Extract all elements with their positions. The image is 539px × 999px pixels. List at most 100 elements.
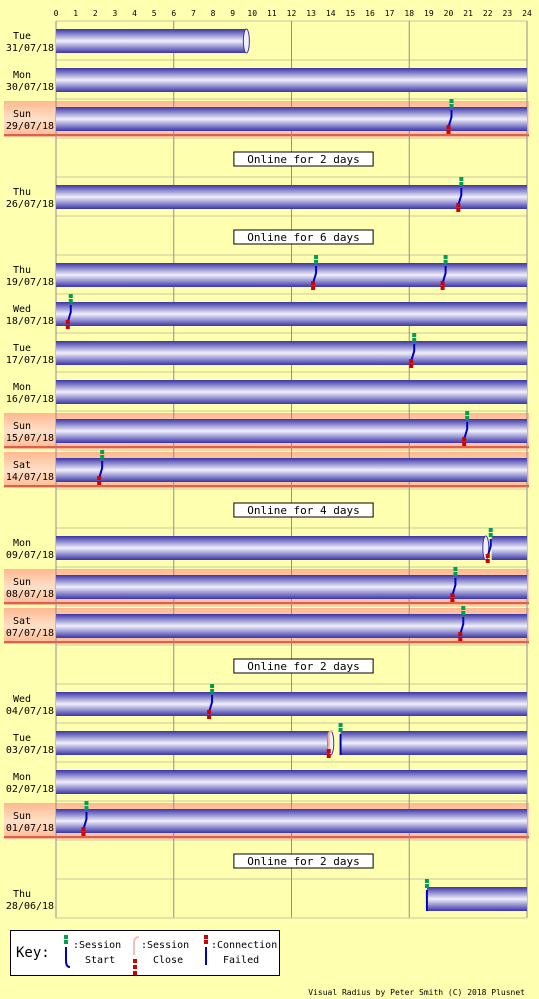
online-bar [56, 263, 527, 287]
x-tick-label: 0 [54, 9, 59, 18]
failed-connection-line [98, 461, 104, 479]
online-bar [56, 107, 527, 131]
row-day-label: Tue [13, 31, 31, 42]
session-close-marker [440, 286, 445, 290]
failed-connection-line [312, 266, 318, 284]
x-tick-label: 6 [171, 9, 176, 18]
row-date-label: 04/07/18 [6, 706, 54, 717]
legend-session-start-label-2: Start [85, 955, 116, 966]
x-tick-label: 21 [463, 9, 473, 18]
session-close-marker [97, 481, 102, 485]
session-close-marker [485, 559, 490, 563]
session-start-marker [465, 411, 470, 415]
failed-connection-line [82, 812, 88, 830]
online-bar [56, 380, 527, 404]
connection-failed-icon [204, 935, 208, 965]
online-bar [56, 692, 527, 716]
x-tick-label: 11 [267, 9, 277, 18]
session-close-marker [456, 208, 461, 212]
session-close-marker [462, 437, 467, 441]
online-duration-label: Online for 2 days [247, 855, 360, 868]
row-date-label: 03/07/18 [6, 745, 54, 756]
failed-connection-line [486, 539, 492, 557]
row-date-label: 28/06/18 [6, 901, 54, 912]
x-tick-label: 18 [404, 9, 414, 18]
online-bar [491, 536, 527, 560]
row-day-label: Sun [13, 421, 31, 432]
session-start-icon [64, 935, 71, 968]
row-day-label: Sun [13, 577, 31, 588]
row-date-label: 01/07/18 [6, 823, 54, 834]
online-bar [56, 341, 527, 365]
session-start-marker [461, 611, 466, 615]
x-tick-label: 12 [287, 9, 297, 18]
row-date-label: 08/07/18 [6, 589, 54, 600]
session-start-marker [459, 182, 464, 186]
row-date-label: 09/07/18 [6, 550, 54, 561]
online-bar [56, 614, 527, 638]
online-bar [56, 731, 331, 755]
session-close-marker [207, 710, 212, 714]
row-day-label: Thu [13, 187, 31, 198]
x-tick-label: 2 [93, 9, 98, 18]
failed-connection-line [451, 578, 457, 596]
session-start-marker [314, 260, 319, 264]
x-tick-label: 22 [483, 9, 493, 18]
failed-connection-line [457, 188, 463, 206]
session-close-marker [65, 320, 70, 324]
session-close-marker [65, 325, 70, 329]
online-bar [56, 458, 527, 482]
online-bar [56, 29, 247, 53]
session-close-marker [440, 281, 445, 285]
row-date-label: 07/07/18 [6, 628, 54, 639]
x-tick-label: 24 [522, 9, 532, 18]
session-start-marker [412, 338, 417, 342]
x-tick-label: 3 [112, 9, 117, 18]
session-start-marker [488, 533, 493, 537]
x-tick-label: 5 [152, 9, 157, 18]
session-close-marker [97, 476, 102, 480]
session-close-marker [326, 749, 331, 753]
session-start-marker [453, 567, 458, 571]
online-bar [56, 302, 527, 326]
x-tick-label: 8 [211, 9, 216, 18]
online-duration-label: Online for 2 days [247, 153, 360, 166]
row-day-label: Wed [13, 694, 31, 705]
row-day-label: Mon [13, 70, 31, 81]
session-start-marker [68, 299, 73, 303]
failed-connection-line [447, 110, 453, 128]
legend: Key: :Session Start :Session Close :Conn… [10, 930, 280, 976]
row-date-label: 19/07/18 [6, 277, 54, 288]
session-start-marker [443, 260, 448, 264]
online-bar [426, 887, 527, 911]
bar-end-cap [242, 28, 250, 54]
session-close-marker [409, 359, 414, 363]
row-date-label: 18/07/18 [6, 316, 54, 327]
session-start-marker [210, 684, 215, 688]
session-close-marker [207, 715, 212, 719]
session-close-line [327, 730, 333, 749]
online-bar [340, 731, 527, 755]
legend-connection-failed-label-1: :Connection [211, 940, 278, 951]
legend-title: Key: [16, 945, 50, 961]
session-close-marker [81, 832, 86, 836]
x-tick-label: 10 [247, 9, 257, 18]
online-bar [56, 770, 527, 794]
session-start-marker [449, 104, 454, 108]
online-bar [56, 809, 527, 833]
row-day-label: Tue [13, 343, 31, 354]
online-bar [56, 575, 527, 599]
online-bar [56, 68, 527, 92]
failed-connection-line [463, 422, 469, 440]
row-day-label: Tue [13, 733, 31, 744]
failed-connection-line [410, 344, 416, 362]
legend-session-close-label-2: Close [153, 955, 184, 966]
session-close-marker [462, 442, 467, 446]
session-close-marker [446, 130, 451, 134]
session-close-icon [133, 936, 140, 975]
x-tick-label: 23 [503, 9, 513, 18]
online-bar [56, 185, 527, 209]
session-close-marker [456, 203, 461, 207]
credit-line: Visual Radius by Peter Smith (C) 2018 Pl… [308, 988, 525, 997]
row-day-label: Thu [13, 265, 31, 276]
